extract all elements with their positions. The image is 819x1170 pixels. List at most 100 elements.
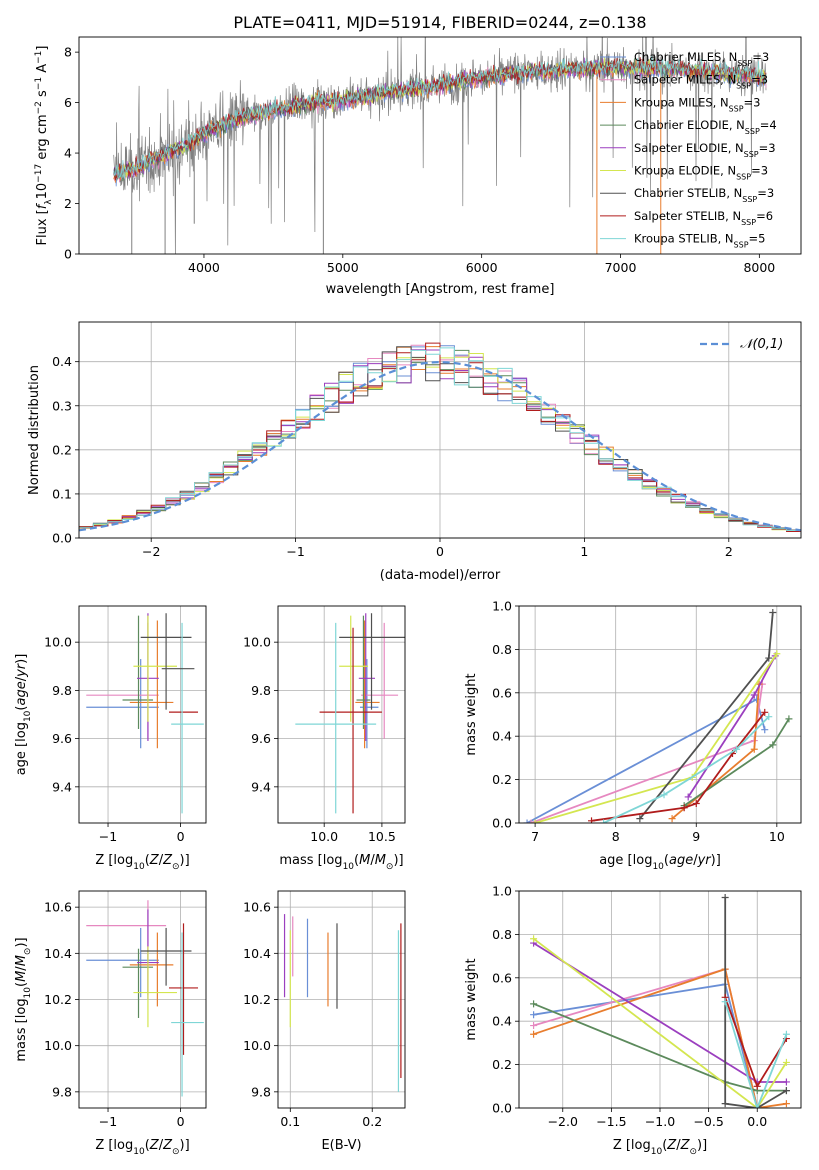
label-part: Z [log (95, 853, 133, 868)
label-part: Z (680, 1138, 691, 1153)
weight-marker (733, 745, 741, 753)
weight-marker (530, 1022, 538, 1030)
weight-marker (680, 804, 688, 812)
y-axis-label: mass weight (464, 673, 479, 755)
weight-marker (636, 815, 644, 823)
y-tick-label: 10.0 (44, 1038, 72, 1053)
y-tick-label: 9.8 (52, 683, 72, 698)
weight-marker (782, 1100, 790, 1108)
label-part: Z (149, 853, 160, 868)
x-tick-label: −1.5 (596, 1114, 626, 1129)
label-part: f (35, 202, 50, 209)
panel-weight-vs-Z: −2.0 −1.5 −1.0 −0.5 0.0 0.0 0.2 0.4 0.6 0.8 1.0 Z [… (464, 884, 802, 1157)
label-part: )] (14, 654, 29, 664)
y-tick-label: 8 (64, 45, 72, 60)
label-part: −1 (34, 77, 44, 90)
weight-marker (773, 650, 781, 658)
y-tick-label: 10.0 (243, 635, 271, 650)
x-tick-label: 2 (725, 544, 733, 559)
plot-area (79, 342, 801, 534)
y-tick-label: 0.8 (492, 642, 512, 657)
x-tick-label: 7 (531, 829, 539, 844)
legend-label: 𝒩(0,1) (740, 337, 783, 352)
y-axis-label: Flux [fλ10−17 erg cm−2 s−1 A−1] (34, 46, 54, 246)
x-tick-label: 5000 (327, 260, 359, 275)
legend-label: Salpeter ELODIE, NSSP=3 (634, 141, 776, 159)
label-part: )] (14, 937, 29, 947)
label-part: M (14, 955, 29, 966)
legend-tail: =3 (757, 186, 774, 200)
legend-tail: =5 (749, 232, 766, 246)
weight-marker (750, 745, 758, 753)
weight-marker (588, 817, 596, 823)
label-part: λ (44, 199, 54, 205)
label-part: ( (354, 853, 359, 868)
label-part: mass [log (279, 853, 342, 868)
label-part: / (693, 853, 698, 868)
y-tick-label: 10.2 (44, 992, 72, 1007)
x-tick-label: −2.0 (548, 1114, 578, 1129)
panel-residuals: −2 −1 0 1 2 0.0 0.1 0.2 0.3 0.4 (data-model)/error… (27, 321, 802, 583)
label-part: Z [log (95, 1138, 133, 1153)
weight-marker (761, 708, 769, 716)
y-tick-label: 1.0 (492, 599, 512, 614)
label-part: / (14, 676, 29, 681)
x-tick-label: −1 (286, 544, 304, 559)
label-part: / (159, 1138, 164, 1153)
legend-text: Salpeter ELODIE, N (634, 141, 744, 155)
weight-marker (531, 819, 539, 823)
panel-age-vs-Z: −1 09.49.69.810.0Z [log10(Z/Z⊙)]age [log1… (14, 605, 207, 872)
label-part: ⊙ (172, 862, 180, 872)
label-part: Z (149, 1138, 160, 1153)
x-tick-label: 0 (177, 829, 185, 844)
weight-line-4 (687, 655, 776, 798)
axes-frame (78, 605, 207, 824)
x-tick-label: 4000 (188, 260, 220, 275)
x-axis-label: age [log10(age/yr)] (599, 853, 721, 872)
x-tick-label: 8000 (743, 260, 775, 275)
legend-sub: SSP (729, 104, 744, 113)
y-tick-label: 0.2 (492, 1057, 512, 1072)
label-part: / (370, 853, 375, 868)
weight-line-1 (533, 967, 759, 1108)
y-tick-label: 0.8 (492, 927, 512, 942)
weight-line-3 (683, 718, 790, 807)
weight-marker (527, 819, 535, 823)
legend-label: Salpeter MILES, NSSP=3 (634, 73, 768, 91)
label-part: age [log (599, 853, 652, 868)
legend-tail: =3 (751, 164, 768, 178)
label-part: age (14, 681, 29, 705)
label-part: yr (14, 662, 29, 678)
weight-marker (782, 1058, 790, 1066)
weight-marker (782, 1078, 790, 1086)
legend-sub: SSP (742, 195, 757, 204)
y-tick-label: 9.4 (52, 779, 72, 794)
model-spectrum-8 (113, 56, 767, 180)
weight-marker (765, 713, 773, 721)
label-part: E(B-V) (321, 1138, 361, 1153)
label-part: )] (180, 1138, 190, 1153)
legend-text: Chabrier STELIB, N (634, 186, 742, 200)
y-tick-label: 0.2 (52, 442, 72, 457)
plot-area (530, 894, 790, 1108)
legend-sub: SSP (741, 217, 756, 226)
plot-area (523, 609, 793, 823)
legend-text: Chabrier ELODIE, N (634, 118, 745, 132)
figure-title: PLATE=0411, MJD=51914, FIBERID=0244, z=0… (233, 13, 646, 32)
weight-marker (753, 1082, 761, 1090)
y-tick-label: 9.4 (251, 779, 271, 794)
label-part: mass [log (14, 998, 29, 1061)
legend-label: Salpeter STELIB, NSSP=6 (634, 209, 773, 227)
label-part: ( (145, 1138, 150, 1153)
weight-marker (523, 819, 531, 823)
legend-sub: SSP (744, 149, 759, 158)
y-tick-label: 10.4 (44, 946, 72, 961)
x-tick-label: −1 (99, 1114, 117, 1129)
y-tick-label: 10.0 (44, 635, 72, 650)
y-axis-label: mass weight (464, 958, 479, 1040)
label-part: M (359, 853, 370, 868)
x-tick-label: 0.0 (747, 1114, 767, 1129)
label-part: ⊙ (172, 1147, 180, 1157)
label-part: 10 (651, 1147, 663, 1157)
